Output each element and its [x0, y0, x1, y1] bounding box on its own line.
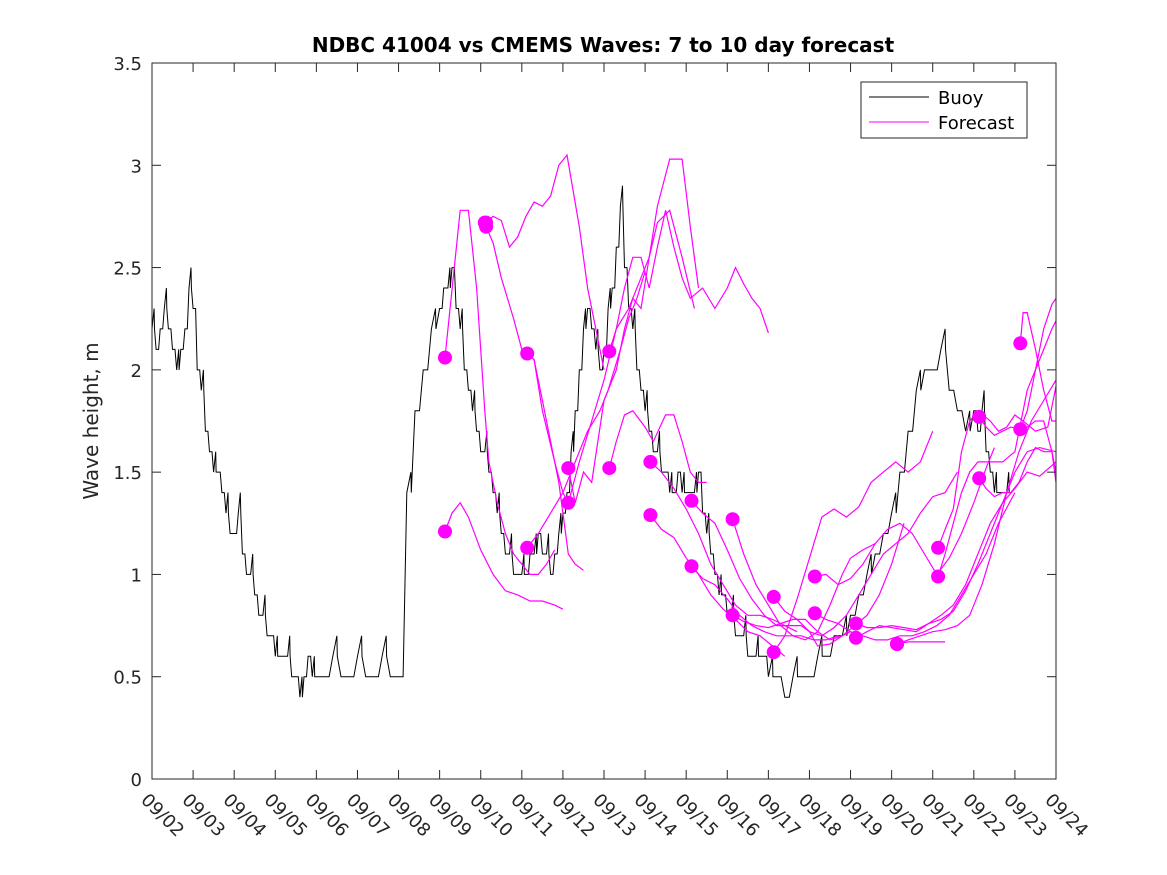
forecast-series-line-2 — [485, 153, 605, 371]
forecast-start-marker-26 — [972, 409, 987, 424]
legend-buoy-label: Buoy — [938, 88, 984, 109]
forecast-start-marker-1 — [438, 524, 452, 539]
forecast-series-line-10 — [649, 461, 798, 633]
forecast-series-line-1 — [444, 501, 564, 610]
y-tick-label: 3.5 — [113, 54, 142, 75]
forecast-series-line-11 — [649, 514, 786, 657]
forecast-start-marker-9 — [602, 461, 617, 476]
forecast-series-line-9 — [608, 410, 707, 483]
forecast-start-marker-20 — [848, 616, 863, 631]
forecast-start-marker-19 — [807, 606, 822, 621]
forecast-series-line-15 — [732, 523, 905, 641]
forecast-series-line-5 — [526, 271, 646, 549]
y-axis-label: Wave height, m — [79, 342, 103, 499]
forecast-start-marker-7 — [561, 495, 576, 510]
y-tick-label: 0 — [131, 770, 142, 791]
forecast-start-marker-11 — [643, 508, 658, 523]
forecast-series-line-19 — [814, 492, 1016, 641]
forecast-series-line-17 — [773, 430, 934, 653]
forecast-start-marker-29 — [1013, 422, 1028, 437]
forecast-series-line-28 — [1019, 312, 1056, 422]
y-tick-label: 0.5 — [113, 668, 142, 689]
forecast-series-line-23 — [896, 641, 946, 645]
forecast-start-marker-17 — [766, 645, 781, 660]
forecast-start-marker-10 — [643, 454, 658, 469]
forecast-start-marker-15 — [725, 608, 740, 623]
series-group — [152, 153, 1056, 698]
chart-title: NDBC 41004 vs CMEMS Waves: 7 to 10 day f… — [312, 33, 895, 57]
forecast-series-line-0 — [444, 209, 556, 576]
plot-area — [152, 153, 1056, 698]
legend: Buoy Forecast — [860, 81, 1028, 139]
y-tick-label: 2 — [131, 361, 142, 382]
forecast-series-line-29 — [1019, 297, 1056, 430]
y-tick-label: 2.5 — [113, 259, 142, 280]
forecast-series-line-8 — [608, 210, 769, 352]
legend-box — [860, 81, 1028, 139]
forecast-start-marker-13 — [684, 559, 699, 574]
forecast-series-line-21 — [855, 446, 1056, 639]
buoy-series-line — [152, 185, 1010, 698]
forecast-series-line-24 — [937, 386, 1056, 549]
legend-forecast-label: Forecast — [938, 113, 1014, 134]
forecast-series-line-27 — [978, 446, 1056, 498]
forecast-series-line-25 — [937, 320, 1056, 577]
y-tick-label: 1.5 — [113, 463, 142, 484]
forecast-start-marker-8 — [602, 344, 617, 359]
forecast-start-marker-6 — [561, 461, 576, 476]
forecast-start-marker-5 — [520, 540, 535, 555]
forecast-start-marker-18 — [807, 569, 822, 584]
forecast-start-marker-16 — [766, 589, 781, 604]
forecast-series-line-12 — [691, 500, 851, 647]
forecast-start-marker-28 — [1013, 336, 1028, 351]
forecast-series-line-18 — [814, 447, 995, 586]
forecast-start-marker-30 — [477, 215, 492, 230]
forecast-start-marker-21 — [848, 630, 863, 645]
forecast-start-marker-0 — [438, 350, 452, 365]
forecast-series-line-14 — [732, 519, 876, 641]
forecast-series-line-4 — [526, 353, 584, 571]
y-tick-label: 1 — [131, 565, 142, 586]
forecast-start-marker-14 — [725, 512, 740, 527]
forecast-start-marker-27 — [972, 471, 987, 486]
forecast-start-marker-25 — [931, 569, 946, 584]
y-tick-label: 3 — [131, 156, 142, 177]
forecast-series-line-7 — [567, 209, 695, 503]
forecast-start-marker-12 — [684, 493, 699, 508]
forecast-series-line-13 — [691, 565, 839, 641]
forecast-start-marker-24 — [931, 540, 946, 555]
forecast-start-marker-23 — [890, 637, 904, 651]
forecast-series-line-16 — [773, 471, 958, 637]
forecast-start-marker-4 — [520, 346, 535, 361]
